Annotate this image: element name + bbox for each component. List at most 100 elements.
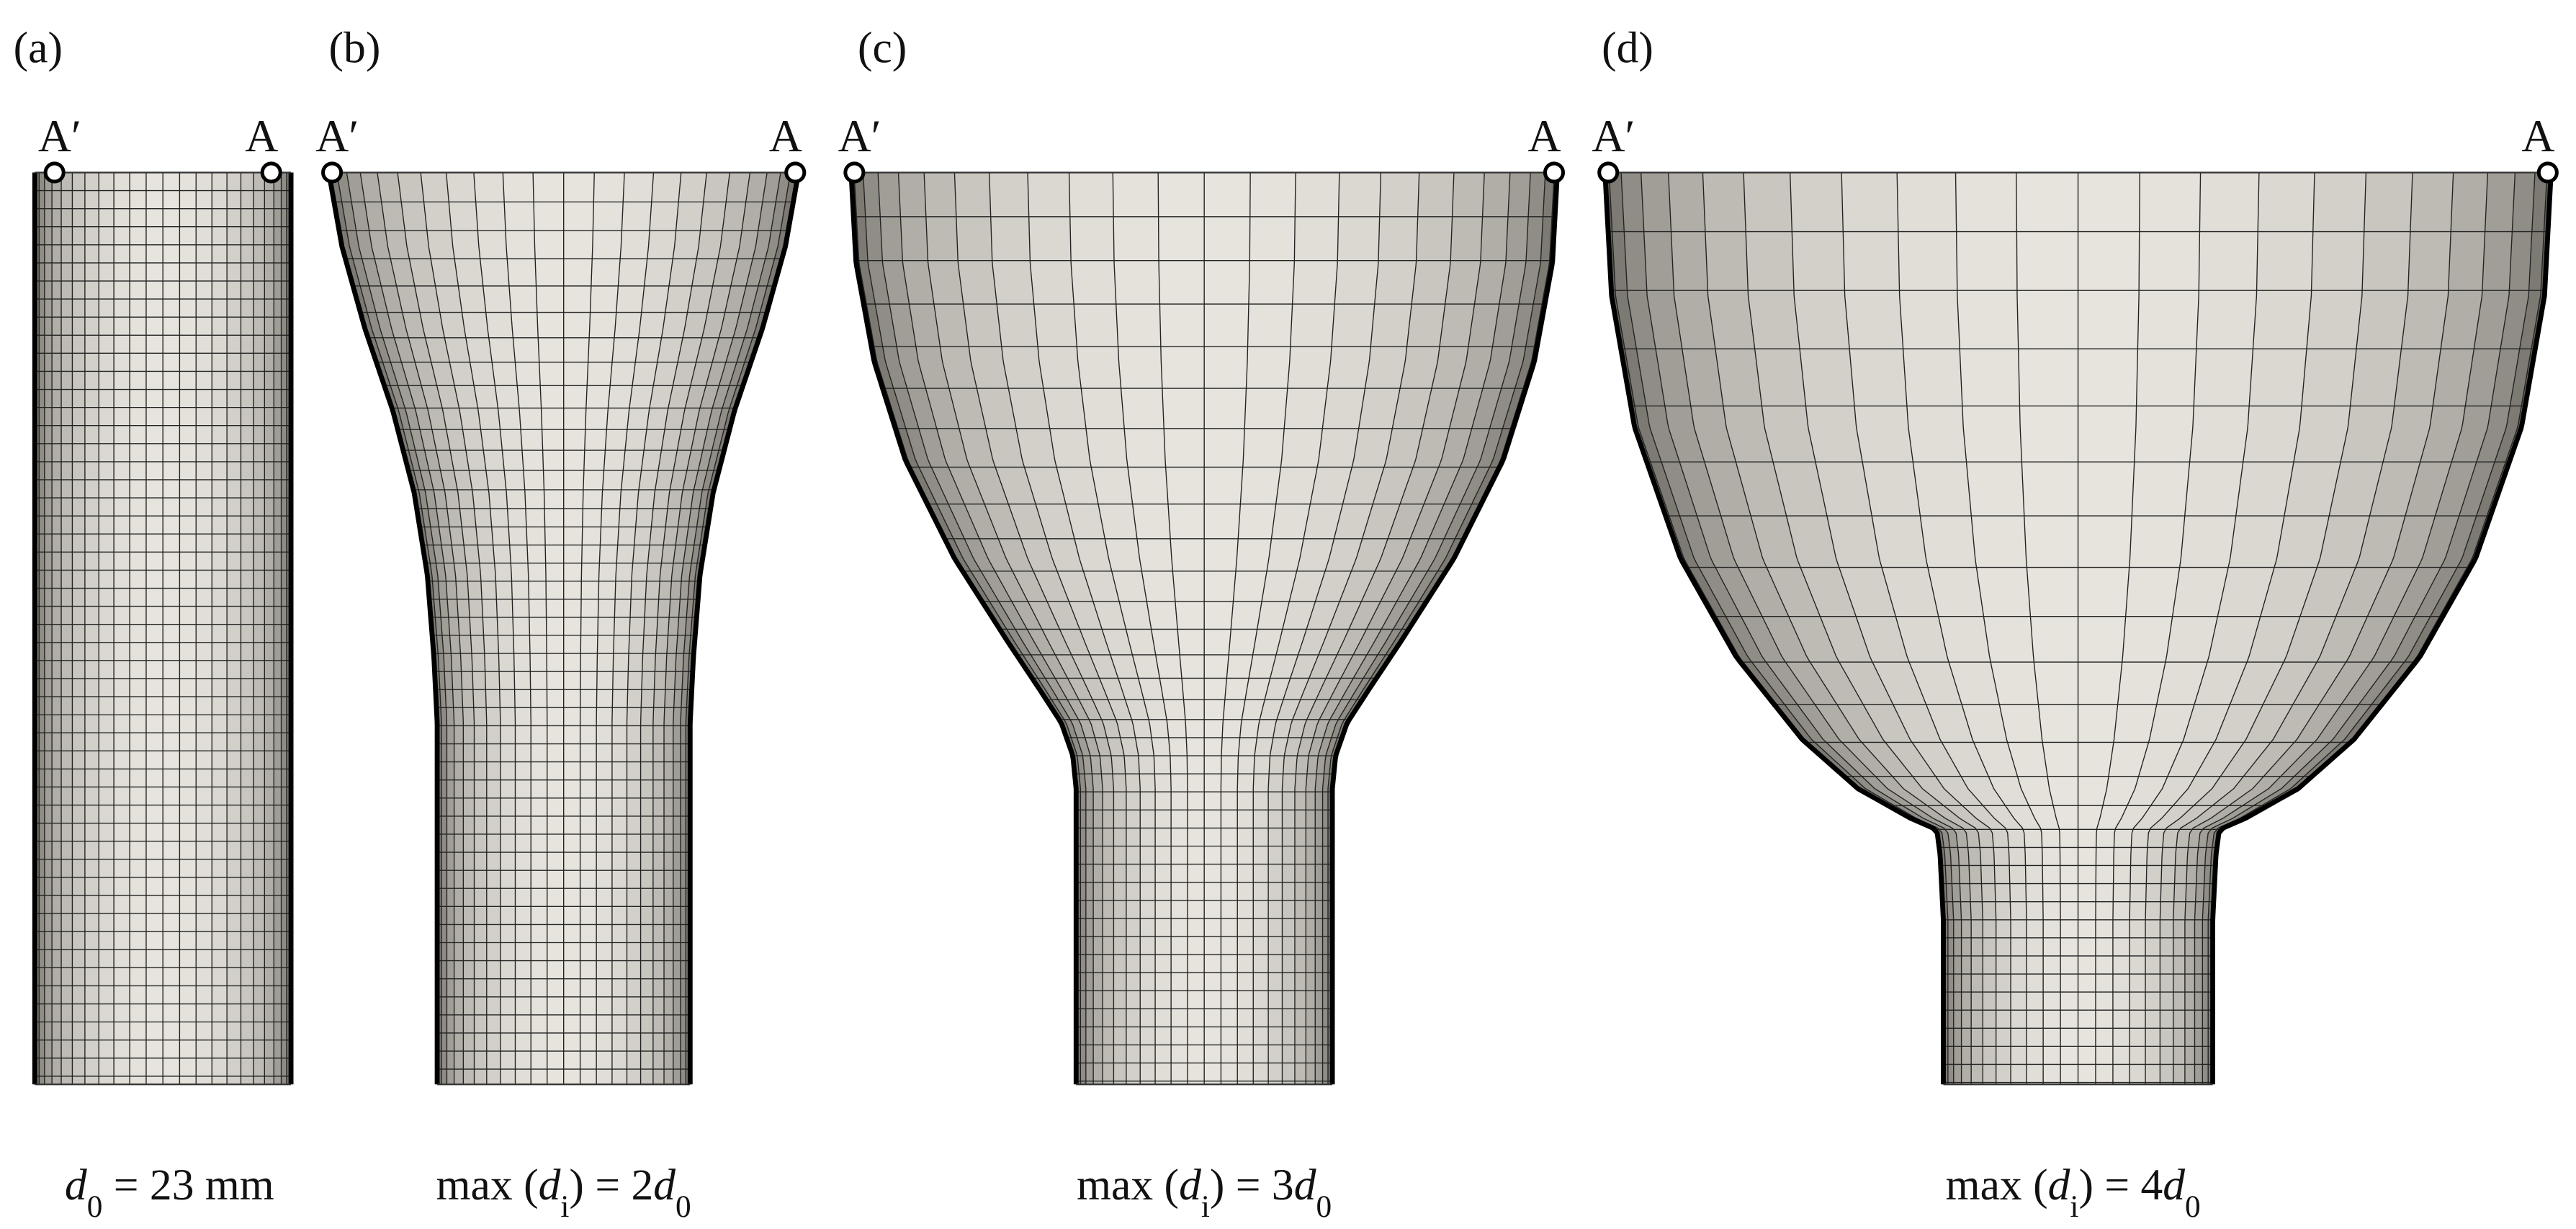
mesh-line [988,172,1127,1085]
mesh-line [1305,172,1485,1085]
mesh-strip [1668,172,1972,1085]
mesh-panel [32,171,294,1086]
mesh-line [2145,172,2315,1085]
mesh-strip [212,172,228,1085]
mesh-strip [1113,172,1188,1085]
mesh-line [1267,172,1382,1085]
mesh-line [1743,172,1983,1085]
mesh-strip [1268,172,1419,1085]
mesh-line [877,172,1087,1085]
mesh-strip [1282,172,1454,1085]
point-label: A [769,110,802,161]
mesh-line [336,172,442,1085]
mesh-strip [1306,172,1510,1085]
outline [687,171,802,1085]
outline [848,172,1079,1085]
mesh-strip [114,172,130,1085]
caption-part: d [539,1161,561,1210]
mesh-strip [241,172,253,1085]
panel-label: (d) [1602,24,1653,73]
mesh-strip [898,172,1103,1085]
mesh-line [2194,172,2489,1085]
mesh-strip [1221,172,1296,1085]
mesh-line [1281,172,1420,1085]
point-label: A′ [315,110,359,161]
caption-part: 0 [1316,1189,1332,1224]
caption: max (di) = 3d0 [1077,1161,1332,1224]
mesh-strip [1028,172,1156,1085]
mesh-line [663,172,751,1085]
mesh-strip [1294,172,1485,1085]
mesh-line [1327,172,1546,1085]
mesh-line [2184,172,2454,1085]
mesh-strip [274,172,282,1085]
mesh-line [596,172,625,1085]
mesh-strip [61,172,73,1085]
mesh-strip [179,172,197,1085]
mesh-line [1789,172,1997,1085]
caption-part: 0 [676,1189,691,1224]
caption-part: ) = 2 [569,1161,653,1210]
outline [1602,172,1946,1085]
mesh-strip [2016,172,2078,1085]
point-marker [260,161,282,184]
mesh-strip [1955,172,2061,1085]
mesh-line [420,172,488,1085]
point-marker [784,161,807,184]
mesh-strip [954,172,1126,1085]
mesh-line [1620,172,1949,1085]
point-marker [1597,161,1620,184]
caption-part: i [2070,1189,2078,1224]
mesh-strip [1790,172,2011,1085]
mesh-strip [446,172,516,1085]
point-marker [2536,161,2559,184]
mesh-strip [596,172,654,1085]
mesh-line [639,172,707,1085]
mesh-line [377,172,465,1085]
caption-part: ) = 4 [2078,1161,2163,1210]
point-label: A′ [38,110,81,161]
mesh-line [1955,172,2044,1085]
mesh-strip [130,172,146,1085]
mesh-strip [1702,172,1983,1085]
mesh-line [652,172,730,1085]
mesh-line [897,172,1094,1085]
mesh-strip [2112,172,2259,1085]
mesh-strip [1069,172,1172,1085]
point-marker [1543,161,1566,184]
mesh-strip [2184,172,2488,1085]
mesh-strip [1315,172,1531,1085]
mesh-strip [281,172,287,1085]
mesh-line [2159,172,2367,1085]
caption: max (di) = 4d0 [1946,1161,2201,1224]
mesh-line [1314,172,1511,1085]
mesh-strip [253,172,265,1085]
mesh-panel [1602,171,2554,1086]
mesh-line [1640,172,1955,1085]
mesh-strip [52,172,62,1085]
mesh-line [445,172,501,1085]
mesh-strip [44,172,53,1085]
caption-part: 0 [87,1189,103,1224]
mesh-line [2202,172,2516,1085]
mesh-line [502,172,531,1085]
mesh-line [532,172,548,1085]
mesh-strip [611,172,681,1085]
mesh-strip [398,172,487,1085]
mesh-strip [1253,172,1381,1085]
outline [326,171,440,1085]
mesh-strip [264,172,274,1085]
caption: d0 = 23 mm [65,1161,274,1224]
mesh-strip [563,172,595,1085]
mesh-strip [163,172,180,1085]
mesh-strip [878,172,1094,1085]
caption-part: max ( [436,1161,539,1210]
mesh-line [923,172,1103,1085]
mesh-line [1237,172,1296,1085]
mesh-line [2129,172,2260,1085]
point-label: A [245,110,278,161]
caption-part: d [2163,1161,2185,1210]
mesh-strip [227,172,241,1085]
mesh-strip [72,172,85,1085]
